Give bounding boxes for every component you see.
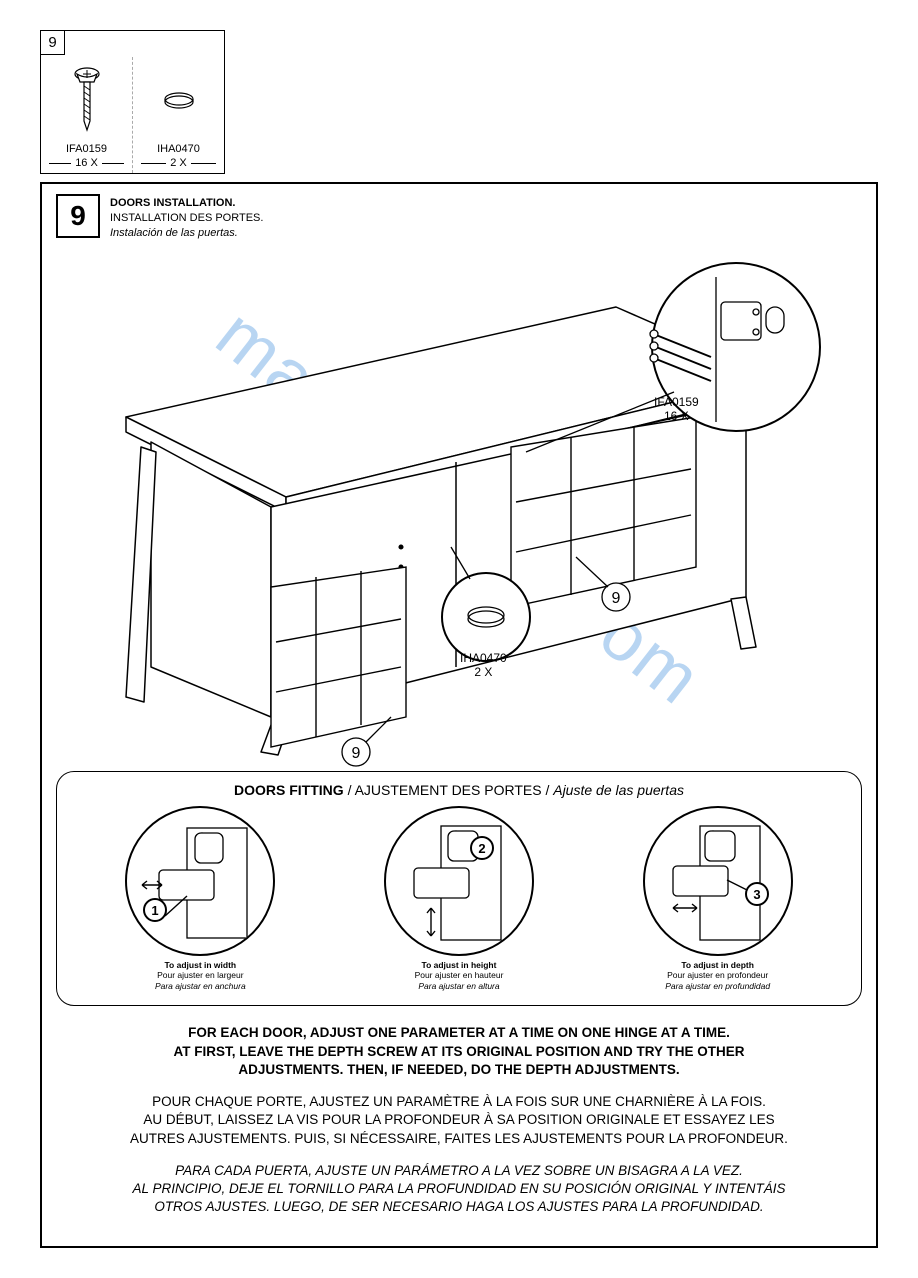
- svg-text:1: 1: [152, 903, 159, 918]
- instr-es: PARA CADA PUERTA, AJUSTE UN PARÁMETRO A …: [56, 1162, 862, 1217]
- parts-step-number: 9: [41, 31, 65, 55]
- step-title-es: Instalación de las puertas.: [110, 226, 263, 241]
- callout-ifa0159: IFA0159 16 X: [654, 395, 699, 424]
- fitting-row: 1 To adjust in width Pour ajuster en lar…: [71, 806, 847, 992]
- part-code: IFA0159: [66, 143, 107, 155]
- instr-en: FOR EACH DOOR, ADJUST ONE PARAMETER AT A…: [56, 1024, 862, 1079]
- doors-fitting-box: DOORS FITTING / AJUSTEMENT DES PORTES / …: [56, 771, 862, 1007]
- part-col-washer: IHA0470 2 X: [132, 57, 224, 173]
- fit-depth-diagram: 3: [643, 806, 793, 956]
- step-title-en: DOORS INSTALLATION.: [110, 196, 263, 211]
- main-instruction-box: 9 DOORS INSTALLATION. INSTALLATION DES P…: [40, 182, 878, 1248]
- svg-text:3: 3: [753, 887, 760, 902]
- screw-icon: [72, 61, 102, 141]
- fit-width: 1 To adjust in width Pour ajuster en lar…: [100, 806, 300, 992]
- fit-height-caption: To adjust in height Pour ajuster en haut…: [415, 960, 504, 992]
- part-qty: 16 X: [41, 155, 132, 173]
- step-header: 9 DOORS INSTALLATION. INSTALLATION DES P…: [56, 194, 862, 241]
- step-titles: DOORS INSTALLATION. INSTALLATION DES POR…: [110, 194, 263, 241]
- fit-width-caption: To adjust in width Pour ajuster en large…: [155, 960, 246, 992]
- callout-iha0470: IHA0470 2 X: [460, 651, 507, 680]
- fit-height-diagram: 2: [384, 806, 534, 956]
- fit-depth: 3 To adjust in depth Pour ajuster en pro…: [618, 806, 818, 992]
- part-col-screw: IFA0159 16 X: [41, 57, 132, 173]
- washer-icon: [161, 61, 197, 141]
- fit-height: 2 To adjust in height Pour ajuster en ha…: [359, 806, 559, 992]
- parts-box: 9 IFA0159 16 X: [40, 30, 225, 174]
- step-title-fr: INSTALLATION DES PORTES.: [110, 211, 263, 226]
- fitting-title: DOORS FITTING / AJUSTEMENT DES PORTES / …: [71, 782, 847, 798]
- fit-width-diagram: 1: [125, 806, 275, 956]
- part-code: IHA0470: [157, 143, 200, 155]
- fit-depth-caption: To adjust in depth Pour ajuster en profo…: [665, 960, 770, 992]
- main-diagram: manualshive.com: [56, 247, 862, 767]
- svg-text:2: 2: [478, 841, 485, 856]
- svg-text:9: 9: [612, 590, 621, 607]
- parts-content: IFA0159 16 X IHA0470 2 X: [41, 31, 224, 173]
- step-number: 9: [56, 194, 100, 238]
- part-qty: 2 X: [133, 155, 224, 173]
- svg-text:9: 9: [352, 745, 361, 762]
- instr-fr: POUR CHAQUE PORTE, AJUSTEZ UN PARAMÈTRE …: [56, 1093, 862, 1148]
